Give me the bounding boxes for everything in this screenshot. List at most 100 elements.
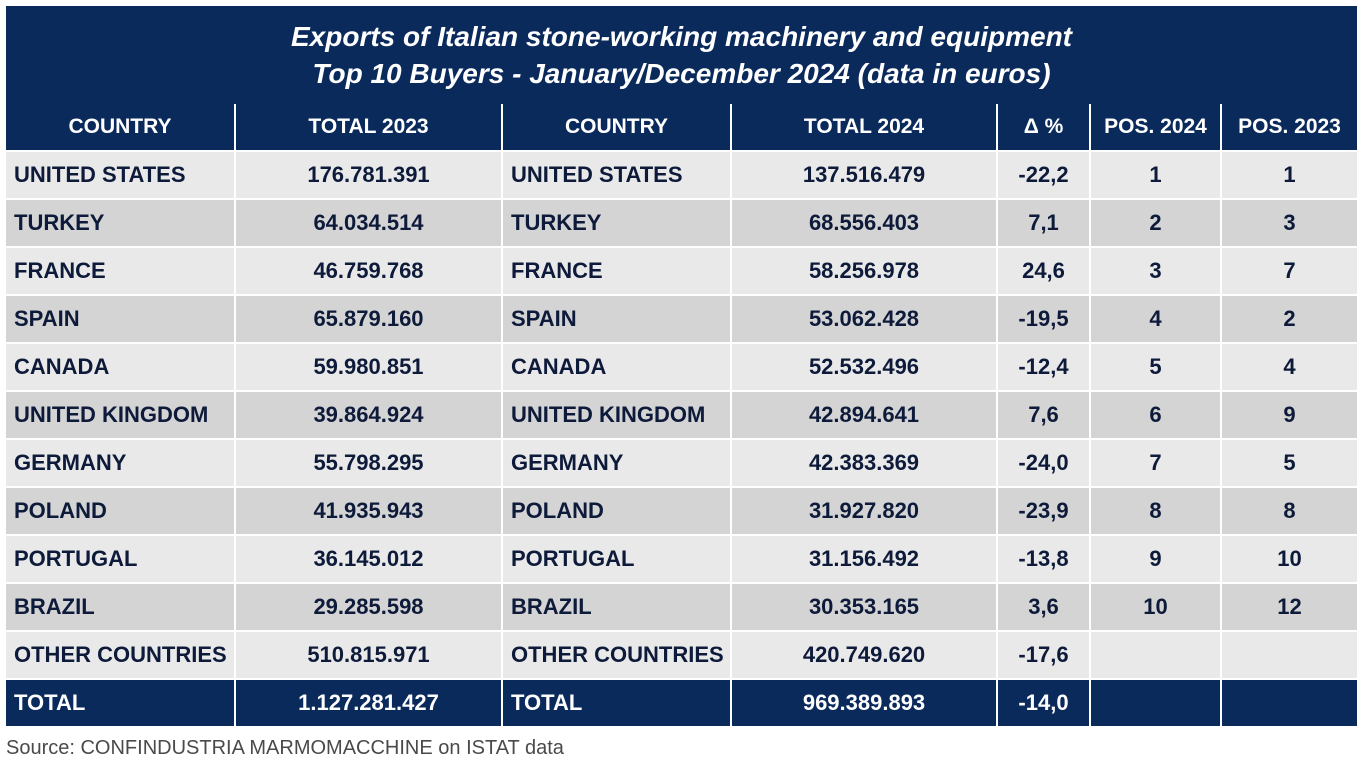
- table-row: CANADA 59.980.851 CANADA 52.532.496 -12,4 5 4: [6, 343, 1357, 392]
- cell-total-2023: 1.127.281.427: [235, 679, 503, 728]
- exports-table: COUNTRY TOTAL 2023 COUNTRY TOTAL 2024 Δ % POS…: [6, 104, 1357, 728]
- table-frame: Exports of Italian stone-working machine…: [6, 6, 1357, 728]
- cell-pos-2023: 4: [1221, 343, 1357, 392]
- cell-total-2023: 46.759.768: [235, 247, 503, 296]
- cell-country-2023: SPAIN: [6, 295, 236, 344]
- cell-total-2024: 137.516.479: [731, 151, 998, 200]
- cell-pos-2023: 5: [1221, 439, 1357, 488]
- cell-pos-2024: 4: [1090, 295, 1222, 344]
- cell-pos-2024: 3: [1090, 247, 1222, 296]
- cell-pos-2023: [1221, 631, 1357, 680]
- column-header-total-2023: TOTAL 2023: [235, 104, 503, 152]
- cell-total-2024: 58.256.978: [731, 247, 998, 296]
- cell-delta-pct: -22,2: [997, 151, 1091, 200]
- table-row: BRAZIL 29.285.598 BRAZIL 30.353.165 3,6 10 12: [6, 583, 1357, 632]
- cell-delta-pct: 3,6: [997, 583, 1091, 632]
- column-header-country-2023: COUNTRY: [6, 104, 236, 152]
- cell-country-2024: CANADA: [502, 343, 732, 392]
- cell-country-2024: TOTAL: [502, 679, 732, 728]
- cell-pos-2023: [1221, 679, 1357, 728]
- cell-total-2024: 420.749.620: [731, 631, 998, 680]
- cell-total-2024: 31.156.492: [731, 535, 998, 584]
- cell-delta-pct: -12,4: [997, 343, 1091, 392]
- cell-pos-2023: 7: [1221, 247, 1357, 296]
- cell-total-2024: 30.353.165: [731, 583, 998, 632]
- cell-pos-2024: 8: [1090, 487, 1222, 536]
- table-row: UNITED KINGDOM 39.864.924 UNITED KINGDOM 42…: [6, 391, 1357, 440]
- column-header-pos-2024: POS. 2024: [1090, 104, 1222, 152]
- cell-delta-pct: 7,1: [997, 199, 1091, 248]
- title-block: Exports of Italian stone-working machine…: [6, 6, 1357, 104]
- table-row: GERMANY 55.798.295 GERMANY 42.383.369 -24,0 7…: [6, 439, 1357, 488]
- cell-pos-2024: 7: [1090, 439, 1222, 488]
- cell-delta-pct: 7,6: [997, 391, 1091, 440]
- cell-country-2024: FRANCE: [502, 247, 732, 296]
- header-row: COUNTRY TOTAL 2023 COUNTRY TOTAL 2024 Δ % POS…: [6, 104, 1357, 152]
- cell-total-2024: 42.383.369: [731, 439, 998, 488]
- cell-pos-2024: 9: [1090, 535, 1222, 584]
- cell-total-2024: 969.389.893: [731, 679, 998, 728]
- cell-pos-2024: [1090, 679, 1222, 728]
- column-header-pos-2023: POS. 2023: [1221, 104, 1357, 152]
- table-row: OTHER COUNTRIES 510.815.971 OTHER COUNTRIE…: [6, 631, 1357, 680]
- cell-country-2023: PORTUGAL: [6, 535, 236, 584]
- cell-country-2024: GERMANY: [502, 439, 732, 488]
- cell-delta-pct: -17,6: [997, 631, 1091, 680]
- cell-country-2024: POLAND: [502, 487, 732, 536]
- table-row: FRANCE 46.759.768 FRANCE 58.256.978 24,6 3 7: [6, 247, 1357, 296]
- cell-country-2024: UNITED KINGDOM: [502, 391, 732, 440]
- column-header-country-2024: COUNTRY: [502, 104, 732, 152]
- cell-total-2023: 59.980.851: [235, 343, 503, 392]
- cell-delta-pct: 24,6: [997, 247, 1091, 296]
- cell-pos-2024: 1: [1090, 151, 1222, 200]
- cell-total-2024: 68.556.403: [731, 199, 998, 248]
- cell-country-2023: UNITED STATES: [6, 151, 236, 200]
- cell-total-2024: 42.894.641: [731, 391, 998, 440]
- cell-pos-2023: 12: [1221, 583, 1357, 632]
- cell-delta-pct: -13,8: [997, 535, 1091, 584]
- cell-country-2023: BRAZIL: [6, 583, 236, 632]
- cell-total-2023: 510.815.971: [235, 631, 503, 680]
- source-note: Source: CONFINDUSTRIA MARMOMACCHINE on I…: [6, 737, 564, 759]
- cell-country-2023: FRANCE: [6, 247, 236, 296]
- cell-country-2023: TURKEY: [6, 199, 236, 248]
- title-line-1: Exports of Italian stone-working machine…: [290, 21, 1072, 52]
- cell-country-2024: UNITED STATES: [502, 151, 732, 200]
- cell-delta-pct: -19,5: [997, 295, 1091, 344]
- cell-pos-2024: [1090, 631, 1222, 680]
- cell-total-2024: 31.927.820: [731, 487, 998, 536]
- cell-country-2024: SPAIN: [502, 295, 732, 344]
- cell-total-2023: 55.798.295: [235, 439, 503, 488]
- column-header-total-2024: TOTAL 2024: [731, 104, 998, 152]
- table-row: PORTUGAL 36.145.012 PORTUGAL 31.156.492 -13,…: [6, 535, 1357, 584]
- cell-country-2023: TOTAL: [6, 679, 236, 728]
- cell-country-2023: CANADA: [6, 343, 236, 392]
- cell-pos-2023: 10: [1221, 535, 1357, 584]
- cell-total-2023: 64.034.514: [235, 199, 503, 248]
- cell-delta-pct: -23,9: [997, 487, 1091, 536]
- cell-total-2023: 41.935.943: [235, 487, 503, 536]
- cell-delta-pct: -24,0: [997, 439, 1091, 488]
- cell-total-2023: 39.864.924: [235, 391, 503, 440]
- cell-total-2024: 52.532.496: [731, 343, 998, 392]
- cell-total-2023: 65.879.160: [235, 295, 503, 344]
- cell-pos-2024: 10: [1090, 583, 1222, 632]
- cell-total-2023: 36.145.012: [235, 535, 503, 584]
- table-row: TURKEY 64.034.514 TURKEY 68.556.403 7,1 2 3: [6, 199, 1357, 248]
- cell-country-2024: OTHER COUNTRIES: [502, 631, 732, 680]
- table-row: UNITED STATES 176.781.391 UNITED STATES 137…: [6, 151, 1357, 200]
- cell-country-2024: PORTUGAL: [502, 535, 732, 584]
- table-row: POLAND 41.935.943 POLAND 31.927.820 -23,9 8 8: [6, 487, 1357, 536]
- title-line-2: Top 10 Buyers - January/December 2024 (d…: [312, 58, 1051, 89]
- cell-country-2024: TURKEY: [502, 199, 732, 248]
- table-row: SPAIN 65.879.160 SPAIN 53.062.428 -19,5 4 2: [6, 295, 1357, 344]
- cell-pos-2024: 2: [1090, 199, 1222, 248]
- cell-pos-2023: 2: [1221, 295, 1357, 344]
- cell-total-2023: 29.285.598: [235, 583, 503, 632]
- cell-pos-2024: 6: [1090, 391, 1222, 440]
- cell-country-2023: OTHER COUNTRIES: [6, 631, 236, 680]
- cell-total-2024: 53.062.428: [731, 295, 998, 344]
- cell-delta-pct: -14,0: [997, 679, 1091, 728]
- cell-pos-2023: 1: [1221, 151, 1357, 200]
- cell-pos-2023: 3: [1221, 199, 1357, 248]
